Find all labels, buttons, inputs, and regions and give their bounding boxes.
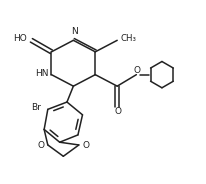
Text: O: O (133, 66, 140, 75)
Text: HO: HO (13, 34, 27, 43)
Text: Br: Br (31, 103, 41, 112)
Text: O: O (114, 107, 121, 116)
Text: HN: HN (35, 69, 48, 78)
Text: O: O (82, 141, 89, 150)
Text: CH₃: CH₃ (120, 34, 136, 43)
Text: N: N (70, 27, 77, 36)
Text: O: O (37, 141, 44, 150)
